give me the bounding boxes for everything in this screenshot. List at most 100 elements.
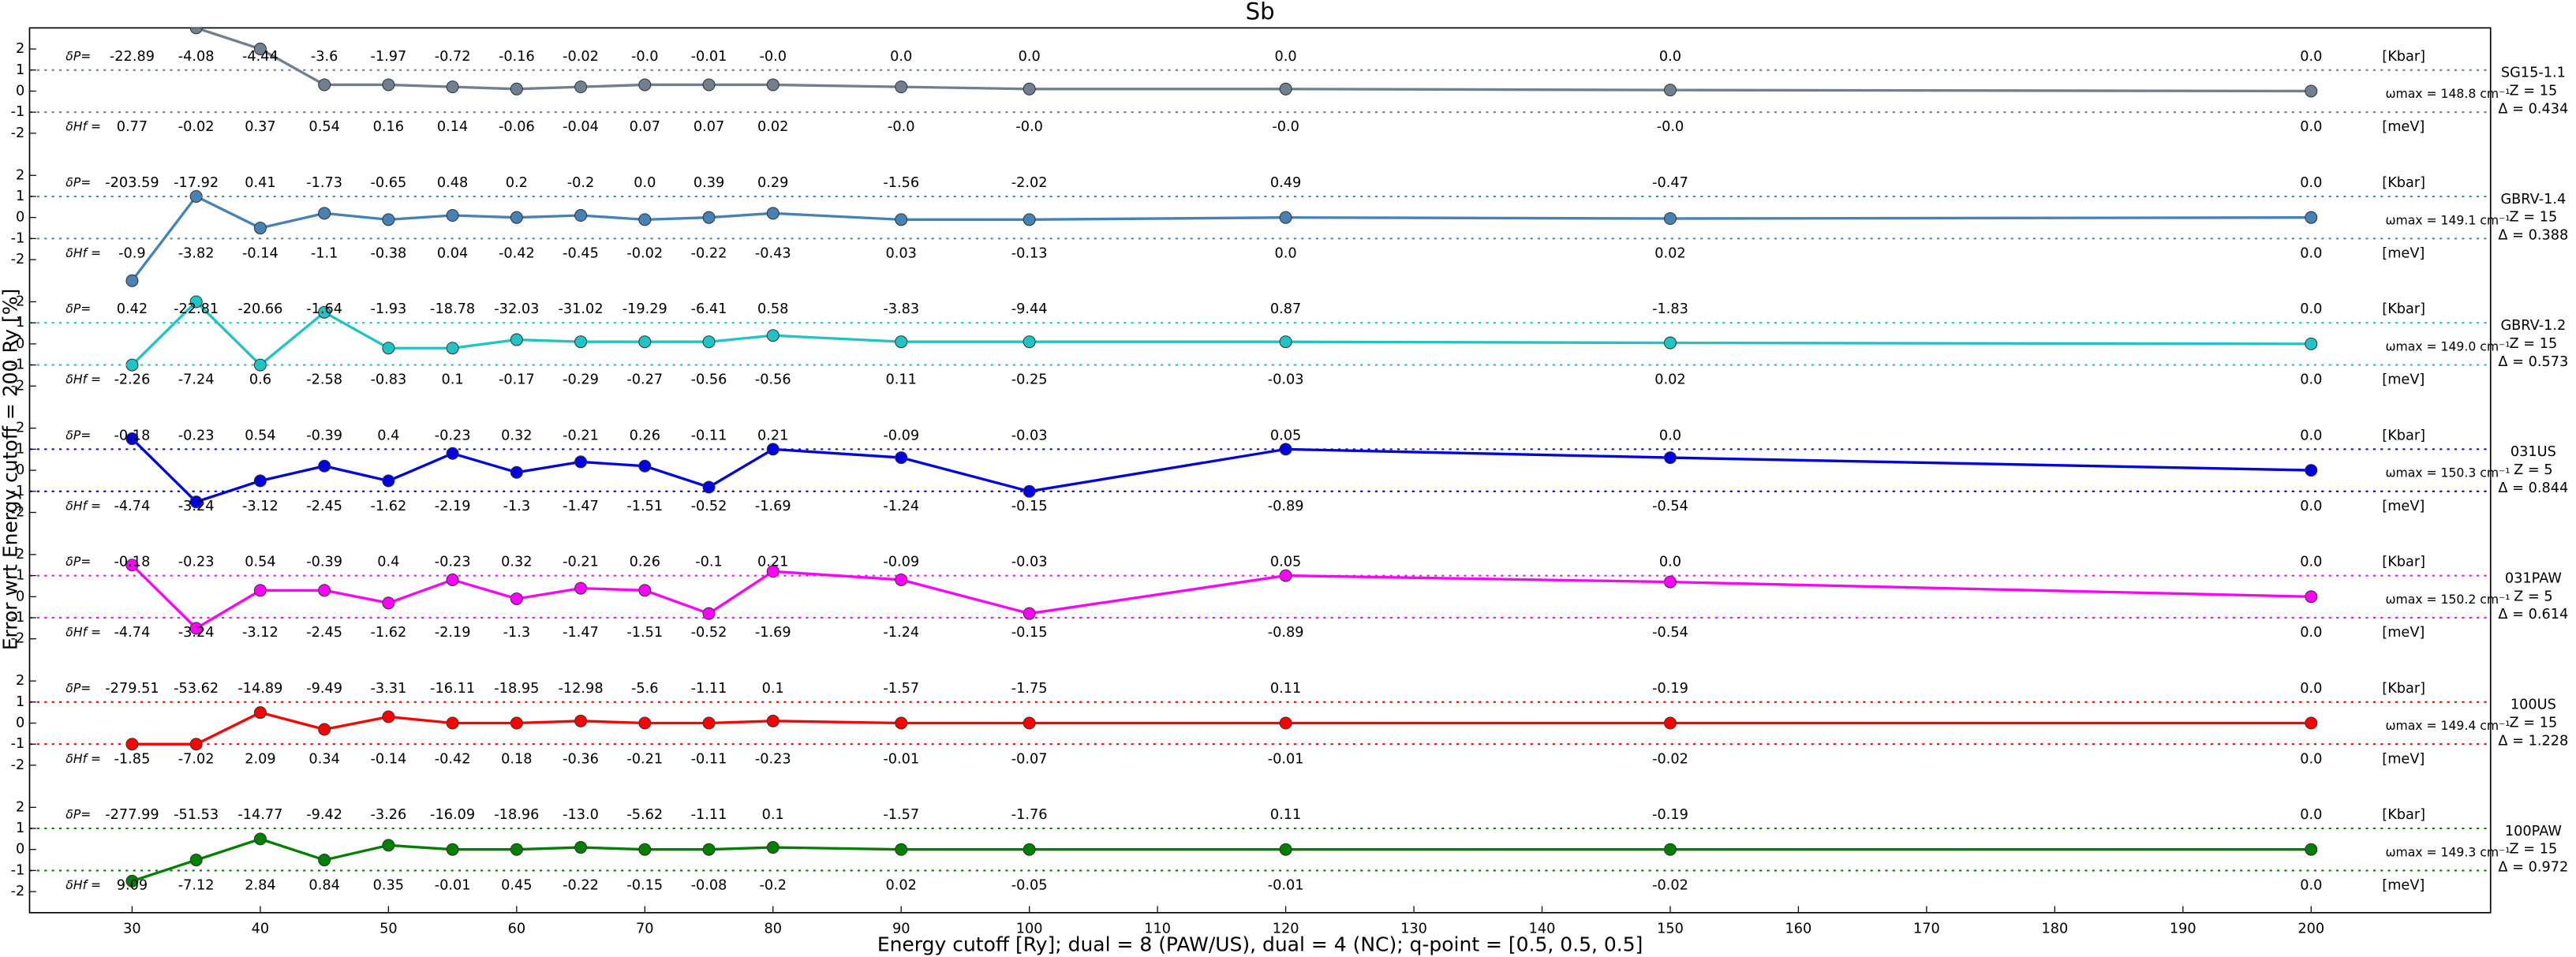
dh-value: -0.01 bbox=[883, 751, 919, 767]
point bbox=[1663, 84, 1677, 97]
dh-value: 0.77 bbox=[117, 119, 148, 135]
dp-value: -0.23 bbox=[178, 555, 215, 570]
dh-value: -0.22 bbox=[563, 877, 599, 893]
dp-value: 0.0 bbox=[2300, 428, 2322, 443]
dp-value: 0.0 bbox=[1275, 49, 1297, 65]
dh-value: 0.03 bbox=[886, 245, 917, 261]
point bbox=[2305, 590, 2318, 604]
point bbox=[574, 209, 588, 222]
y-tick-label: -1 bbox=[11, 484, 25, 499]
x-tick-label: 40 bbox=[252, 921, 270, 937]
point bbox=[895, 451, 908, 465]
point bbox=[510, 843, 523, 856]
y-tick-label: 2 bbox=[16, 799, 24, 815]
point bbox=[574, 80, 588, 94]
dp-value: 0.0 bbox=[1659, 49, 1681, 65]
point bbox=[318, 207, 331, 220]
dh-value: -0.43 bbox=[755, 245, 791, 261]
dp-symbol: δP= bbox=[65, 555, 91, 569]
point bbox=[125, 274, 139, 287]
y-tick-label: -1 bbox=[11, 736, 25, 752]
dh-value: 0.18 bbox=[501, 751, 532, 767]
dp-value: -3.31 bbox=[370, 681, 406, 697]
point bbox=[895, 843, 908, 856]
dh-value: -0.02 bbox=[1652, 751, 1688, 767]
y-tick-label: -2 bbox=[11, 252, 25, 267]
point bbox=[446, 573, 459, 586]
point bbox=[1663, 336, 1677, 350]
omega-label: ωmax = 149.3 cm⁻¹ bbox=[2385, 845, 2510, 859]
dh-value: -1.85 bbox=[114, 751, 151, 767]
point bbox=[2305, 716, 2318, 730]
point bbox=[2305, 337, 2318, 350]
dp-value: -9.44 bbox=[1011, 301, 1048, 317]
dp-symbol: δP= bbox=[65, 681, 91, 695]
dp-value: -18.78 bbox=[430, 301, 475, 317]
dp-value: 0.21 bbox=[757, 428, 788, 443]
dh-value: -0.03 bbox=[1268, 372, 1304, 388]
dp-value: -0.0 bbox=[631, 49, 659, 65]
dp-value: -1.76 bbox=[1011, 807, 1048, 823]
dp-value: 0.49 bbox=[1270, 175, 1301, 191]
dp-value: 0.39 bbox=[694, 175, 724, 191]
dp-value: -19.29 bbox=[623, 301, 667, 317]
series-name: 100PAW bbox=[2505, 824, 2562, 839]
dp-value: -0.72 bbox=[435, 49, 471, 65]
dh-value: 0.54 bbox=[308, 119, 339, 135]
dp-unit: [Kbar] bbox=[2382, 301, 2425, 317]
point bbox=[638, 843, 652, 856]
y-tick-label: -2 bbox=[11, 884, 25, 899]
point bbox=[766, 78, 780, 92]
dp-value: 0.4 bbox=[377, 555, 399, 570]
y-tick-label: 0 bbox=[16, 842, 24, 858]
dh-value: -0.11 bbox=[691, 751, 727, 767]
series-delta: Δ = 0.388 bbox=[2498, 228, 2568, 244]
dp-value: -0.39 bbox=[306, 428, 342, 443]
series-z: Z = 5 bbox=[2514, 462, 2552, 478]
point bbox=[895, 213, 908, 226]
dp-value: -6.41 bbox=[691, 301, 727, 317]
dp-unit: [Kbar] bbox=[2382, 49, 2425, 65]
dp-value: 0.11 bbox=[1270, 807, 1301, 823]
y-tick-label: -1 bbox=[11, 862, 25, 878]
dh-value: -0.15 bbox=[1011, 499, 1048, 514]
dh-value: -0.02 bbox=[178, 119, 215, 135]
point bbox=[318, 584, 331, 597]
dh-symbol: δHf = bbox=[65, 120, 101, 134]
dp-value: 0.0 bbox=[2300, 681, 2322, 697]
dp-value: 0.0 bbox=[2300, 301, 2322, 317]
dh-value: -0.02 bbox=[1652, 877, 1688, 893]
x-tick-label: 180 bbox=[2041, 921, 2068, 937]
dh-value: -0.29 bbox=[563, 372, 599, 388]
point bbox=[446, 342, 459, 355]
dp-value: 0.4 bbox=[377, 428, 399, 443]
dh-value: -0.42 bbox=[435, 751, 471, 767]
point bbox=[2305, 211, 2318, 224]
x-tick-label: 100 bbox=[1016, 921, 1043, 937]
point bbox=[1023, 335, 1036, 349]
dh-value: 0.37 bbox=[245, 119, 275, 135]
y-tick-label: -2 bbox=[11, 757, 25, 773]
plot-frame bbox=[28, 27, 2492, 914]
dp-value: -1.57 bbox=[883, 807, 919, 823]
dh-value: -0.52 bbox=[691, 499, 727, 514]
dh-value: -0.89 bbox=[1268, 625, 1304, 641]
series-line bbox=[131, 300, 2312, 367]
dh-value: 0.35 bbox=[373, 877, 404, 893]
point bbox=[382, 839, 395, 852]
dh-value: -0.25 bbox=[1011, 372, 1048, 388]
dp-value: 0.05 bbox=[1270, 428, 1301, 443]
point bbox=[1663, 212, 1677, 226]
dh-value: -0.06 bbox=[499, 119, 535, 135]
point bbox=[1023, 843, 1036, 856]
dp-value: 0.0 bbox=[890, 49, 912, 65]
dh-value: 2.09 bbox=[245, 751, 275, 767]
point bbox=[1023, 82, 1036, 95]
dp-value: -203.59 bbox=[105, 175, 159, 191]
dh-value: 2.84 bbox=[245, 877, 275, 893]
point bbox=[382, 710, 395, 723]
x-tick-label: 60 bbox=[508, 921, 526, 937]
point bbox=[574, 714, 588, 727]
dh-value: -2.26 bbox=[114, 372, 151, 388]
dh-value: -0.22 bbox=[691, 245, 727, 261]
